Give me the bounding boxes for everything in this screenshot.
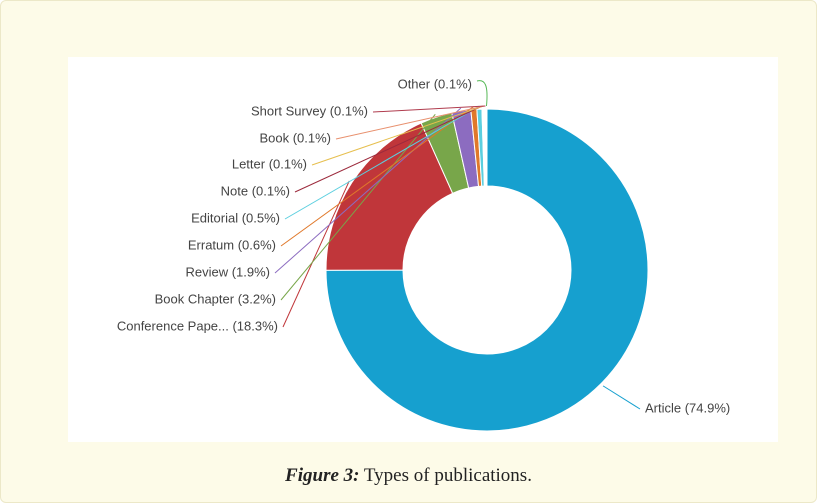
caption-text: Types of publications.	[359, 465, 532, 486]
slice-label: Book (0.1%)	[259, 130, 331, 145]
slice	[325, 108, 649, 432]
slice-label: Erratum (0.6%)	[188, 237, 276, 252]
slice	[485, 108, 488, 187]
leader-line	[335, 105, 485, 140]
leader-line	[274, 107, 462, 274]
leader-line	[284, 105, 480, 220]
slice-label: Editorial (0.5%)	[191, 210, 280, 225]
leader-line	[476, 80, 488, 107]
slice-label: Letter (0.1%)	[232, 156, 307, 171]
slice	[325, 122, 454, 271]
leader-line	[280, 114, 436, 301]
leader-line	[282, 180, 350, 328]
chart: Article (74.9%) Conference Pape... (18.3%…	[68, 57, 778, 442]
slice-label: Conference Pape... (18.3%)	[117, 318, 278, 333]
slice-label: Other (0.1%)	[398, 76, 472, 91]
leader-line	[280, 106, 474, 247]
slice-label: Book Chapter (3.2%)	[155, 291, 276, 306]
slice-label: Note (0.1%)	[221, 183, 290, 198]
leader-line	[602, 385, 641, 410]
caption-label: Figure 3:	[285, 465, 360, 486]
slice-label: Review (1.9%)	[185, 264, 270, 279]
slice-label: Short Survey (0.1%)	[251, 103, 368, 118]
caption: Figure 3: Types of publications.	[0, 465, 817, 487]
leader-line	[311, 105, 484, 166]
leader-line	[294, 105, 483, 193]
slice-label: Article (74.9%)	[645, 400, 730, 415]
leader-line	[372, 105, 486, 113]
